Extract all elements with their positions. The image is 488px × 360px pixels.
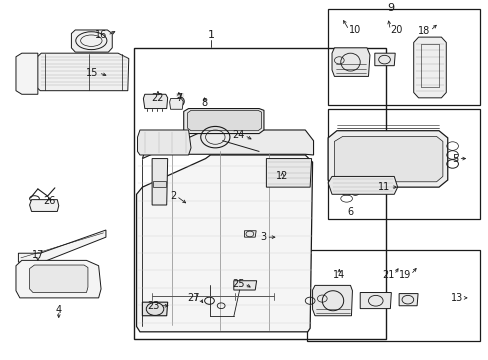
Bar bbox=[133, 48, 385, 339]
Polygon shape bbox=[143, 94, 167, 109]
Text: 3: 3 bbox=[260, 232, 266, 242]
Polygon shape bbox=[30, 200, 59, 211]
Bar bbox=[327, 9, 479, 105]
Polygon shape bbox=[142, 130, 313, 158]
Polygon shape bbox=[16, 53, 38, 94]
Polygon shape bbox=[152, 158, 167, 205]
Text: 13: 13 bbox=[450, 293, 462, 303]
Text: 25: 25 bbox=[231, 279, 244, 289]
Text: 4: 4 bbox=[56, 305, 61, 315]
Text: 22: 22 bbox=[151, 93, 164, 103]
Polygon shape bbox=[244, 231, 256, 237]
Text: 1: 1 bbox=[207, 30, 215, 40]
Polygon shape bbox=[277, 164, 297, 180]
Text: 20: 20 bbox=[389, 25, 402, 35]
Bar bbox=[327, 109, 479, 219]
Polygon shape bbox=[331, 48, 369, 76]
Polygon shape bbox=[153, 181, 165, 187]
Polygon shape bbox=[413, 37, 446, 98]
Text: 2: 2 bbox=[170, 191, 176, 201]
Polygon shape bbox=[360, 293, 390, 309]
Polygon shape bbox=[327, 131, 447, 187]
Text: 19: 19 bbox=[398, 270, 410, 280]
Bar bbox=[306, 249, 479, 341]
Polygon shape bbox=[142, 302, 167, 316]
Text: 27: 27 bbox=[187, 293, 200, 303]
Polygon shape bbox=[334, 136, 442, 182]
Polygon shape bbox=[137, 130, 191, 155]
Text: 5: 5 bbox=[451, 154, 458, 163]
Polygon shape bbox=[233, 281, 256, 290]
Polygon shape bbox=[398, 294, 417, 306]
Polygon shape bbox=[183, 109, 264, 134]
Polygon shape bbox=[327, 176, 397, 194]
Polygon shape bbox=[169, 99, 183, 109]
Text: 12: 12 bbox=[276, 171, 288, 181]
Polygon shape bbox=[16, 260, 101, 298]
Text: 10: 10 bbox=[348, 25, 361, 35]
Text: 14: 14 bbox=[332, 270, 345, 280]
Polygon shape bbox=[312, 285, 352, 316]
Text: 18: 18 bbox=[417, 26, 429, 36]
Text: 23: 23 bbox=[147, 301, 159, 311]
Text: 15: 15 bbox=[86, 68, 99, 78]
Polygon shape bbox=[19, 230, 106, 262]
Polygon shape bbox=[71, 30, 112, 52]
Polygon shape bbox=[30, 265, 88, 293]
Text: 26: 26 bbox=[43, 197, 55, 206]
Text: 24: 24 bbox=[232, 130, 244, 140]
Text: 17: 17 bbox=[32, 250, 44, 260]
Text: 21: 21 bbox=[381, 270, 393, 280]
Polygon shape bbox=[374, 53, 394, 66]
Text: 16: 16 bbox=[95, 30, 107, 40]
Polygon shape bbox=[266, 158, 311, 187]
Text: 11: 11 bbox=[377, 182, 389, 192]
Polygon shape bbox=[187, 111, 261, 131]
Polygon shape bbox=[136, 155, 312, 332]
Text: 7: 7 bbox=[175, 93, 182, 103]
Polygon shape bbox=[35, 53, 128, 91]
Text: 8: 8 bbox=[201, 98, 207, 108]
Text: 9: 9 bbox=[386, 3, 393, 13]
Text: 6: 6 bbox=[346, 207, 353, 217]
